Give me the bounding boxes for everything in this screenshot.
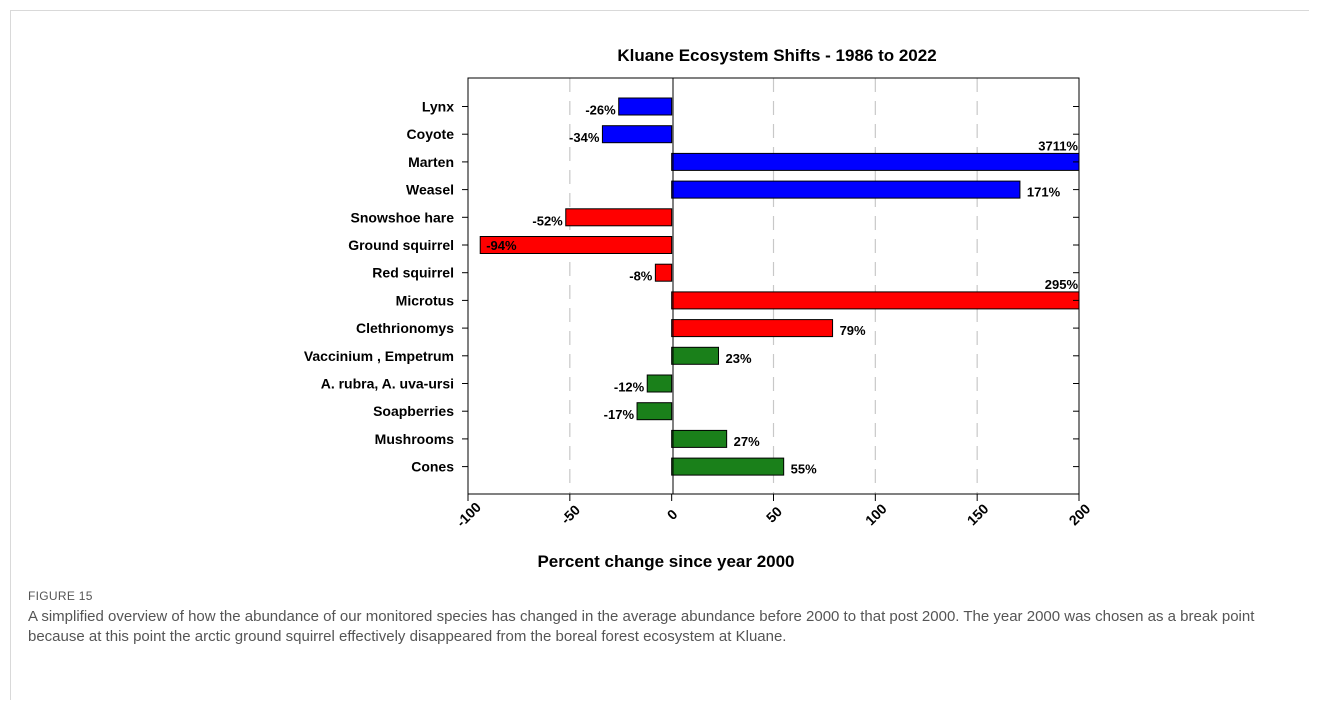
- figure-label: FIGURE 15: [28, 589, 93, 603]
- category-label: Vaccinium , Empetrum: [304, 348, 454, 364]
- bar: [671, 319, 834, 338]
- category-label: A. rubra, A. uva-ursi: [321, 376, 454, 392]
- bar: [565, 208, 673, 227]
- data-label: 23%: [726, 351, 752, 366]
- category-label: Marten: [408, 154, 454, 170]
- bar: [671, 457, 785, 476]
- bar: [671, 429, 728, 448]
- bars-layer: [479, 97, 1080, 476]
- category-label: Soapberries: [373, 403, 454, 419]
- category-label: Coyote: [407, 126, 455, 142]
- bar-chart: Kluane Ecosystem Shifts - 1986 to 2022 -…: [304, 46, 1094, 571]
- bar: [646, 374, 673, 393]
- data-label: 171%: [1027, 185, 1061, 200]
- data-label: 55%: [791, 462, 817, 477]
- bar: [636, 402, 673, 421]
- x-tick-label: 150: [964, 500, 992, 528]
- data-label: -12%: [614, 380, 645, 395]
- bar: [671, 291, 1080, 310]
- bar: [618, 97, 673, 116]
- data-label: 3711%: [1038, 138, 1078, 153]
- data-label: -34%: [569, 130, 600, 145]
- x-tick-label: 0: [664, 506, 681, 523]
- bar: [671, 180, 1021, 199]
- category-label: Weasel: [406, 182, 454, 198]
- category-label: Microtus: [396, 292, 455, 308]
- category-label: Mushrooms: [375, 431, 455, 447]
- data-label: 295%: [1045, 277, 1079, 292]
- data-label: -17%: [604, 407, 635, 422]
- data-label: 79%: [840, 323, 866, 338]
- grid-layer: [569, 78, 978, 494]
- chart-title: Kluane Ecosystem Shifts - 1986 to 2022: [617, 46, 936, 65]
- ticks-layer: [462, 106, 1080, 501]
- category-label: Ground squirrel: [348, 237, 454, 253]
- bar: [671, 346, 720, 365]
- figure-caption: A simplified overview of how the abundan…: [28, 608, 1255, 645]
- x-tick-label: -50: [557, 502, 583, 528]
- bar: [601, 125, 673, 144]
- labels-layer: -100 -50 0 50 100 150 200 Lynx -26% Coyote -34% Mar…: [304, 99, 1094, 531]
- x-tick-label: 100: [862, 500, 890, 528]
- category-label: Red squirrel: [372, 265, 454, 281]
- data-label: -52%: [532, 213, 563, 228]
- category-label: Cones: [411, 459, 454, 475]
- category-label: Lynx: [422, 99, 454, 115]
- data-label: -8%: [629, 269, 653, 284]
- x-axis-label: Percent change since year 2000: [537, 552, 794, 571]
- figure-frame: [10, 10, 1309, 700]
- bar: [654, 263, 673, 282]
- bar: [671, 152, 1080, 171]
- x-tick-label: 50: [763, 503, 785, 525]
- data-label: -26%: [585, 103, 616, 118]
- data-label: -94%: [486, 238, 517, 253]
- bar: [479, 236, 673, 254]
- x-tick-label: 200: [1066, 500, 1094, 528]
- data-label: 27%: [734, 434, 760, 449]
- x-tick-label: -100: [453, 499, 484, 530]
- category-label: Clethrionomys: [356, 320, 454, 336]
- category-label: Snowshoe hare: [351, 209, 455, 225]
